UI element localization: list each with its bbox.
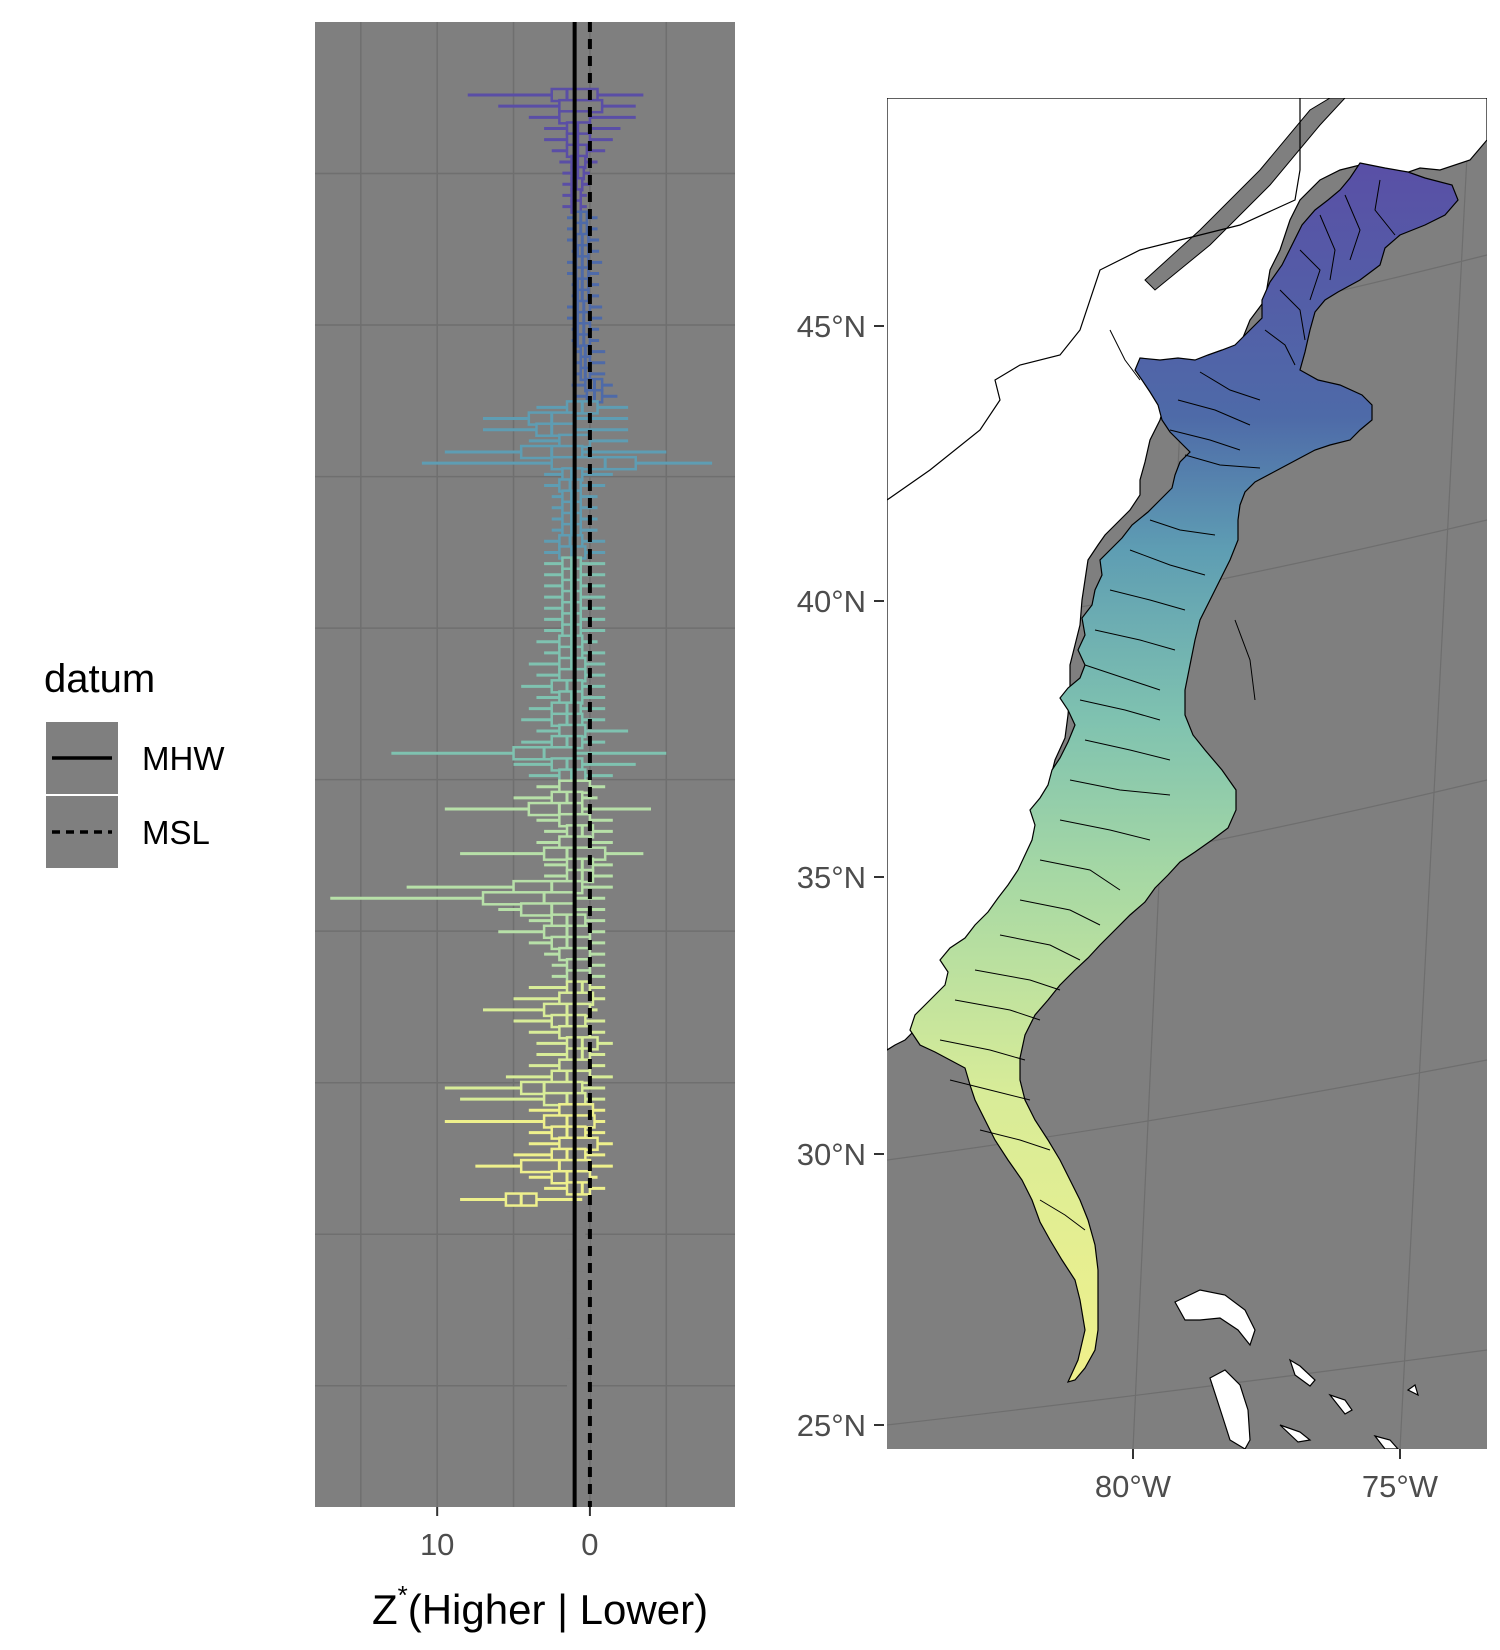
box-row: [574, 1316, 590, 1329]
legend-title: datum: [44, 657, 155, 701]
boxplot-x-axis: 10 0: [420, 1507, 599, 1562]
map-y-tick-label: 30°N: [797, 1137, 866, 1172]
map-border: [887, 98, 1301, 501]
box-iqr: [574, 1215, 586, 1228]
box-iqr: [567, 1439, 590, 1451]
box-row: [574, 1305, 590, 1318]
x-title-sup: *: [398, 1580, 408, 1610]
map-y-tick-label: 25°N: [797, 1408, 866, 1443]
box-row: [391, 746, 667, 761]
box-row: [528, 656, 606, 672]
map-y-tick-label: 40°N: [797, 584, 866, 619]
map-watersheds: [909, 162, 1459, 1383]
box-iqr: [567, 1372, 590, 1385]
box-row: [460, 1192, 583, 1207]
box-iqr: [567, 1282, 590, 1295]
legend: datum MHW MSL: [44, 657, 225, 868]
map-x-axis: 80°W 75°W: [1095, 1449, 1439, 1504]
map-watershed-boundaries: [939, 179, 1396, 1231]
reference-lines: [572, 22, 592, 1507]
box-row: [513, 1147, 606, 1163]
box-iqr: [567, 1394, 590, 1407]
map-y-axis: 45°N 40°N 35°N 30°N 25°N: [797, 309, 884, 1443]
box-iqr: [567, 1338, 590, 1351]
x-title-main: Z: [372, 1586, 398, 1633]
box-iqr: [567, 1405, 590, 1418]
box-iqr: [567, 1383, 590, 1396]
map-islands: [1174, 1289, 1419, 1449]
box-row: [574, 1227, 586, 1240]
box-iqr: [527, 801, 584, 817]
box-iqr: [567, 1427, 590, 1440]
box-iqr: [574, 1305, 590, 1318]
box-iqr: [565, 1181, 592, 1196]
box-iqr: [574, 1316, 590, 1329]
x-tick-label: 0: [581, 1527, 598, 1562]
box-iqr: [567, 1238, 590, 1251]
box-iqr: [567, 1327, 590, 1340]
box-iqr: [567, 1416, 590, 1429]
box-iqr: [567, 1293, 590, 1306]
legend-label-msl: MSL: [142, 814, 210, 851]
map-y-tick-label: 45°N: [797, 309, 866, 344]
map-y-tick-label: 35°N: [797, 860, 866, 895]
box-row: [528, 1169, 598, 1185]
legend-label-mhw: MHW: [142, 740, 225, 777]
box-iqr: [574, 1204, 586, 1217]
map-river: [1144, 98, 1346, 291]
box-iqr: [574, 1227, 586, 1240]
map-x-tick-label: 80°W: [1095, 1469, 1172, 1504]
x-tick-label: 10: [420, 1527, 454, 1562]
box-row: [574, 1204, 586, 1217]
box-row: [574, 1215, 586, 1228]
x-title-rest: (Higher | Lower): [408, 1586, 708, 1633]
boxplot-chart: 10 0 Z*(Higher | Lower): [315, 22, 735, 1633]
box-row: [528, 1125, 606, 1140]
box-row: [528, 913, 606, 928]
map-x-tick-label: 75°W: [1362, 1469, 1439, 1504]
map-chart: 45°N 40°N 35°N 30°N 25°N 80°W 75°W: [797, 98, 1487, 1504]
box-iqr: [567, 1249, 590, 1262]
boxplot-x-axis-title: Z*(Higher | Lower): [372, 1580, 708, 1633]
